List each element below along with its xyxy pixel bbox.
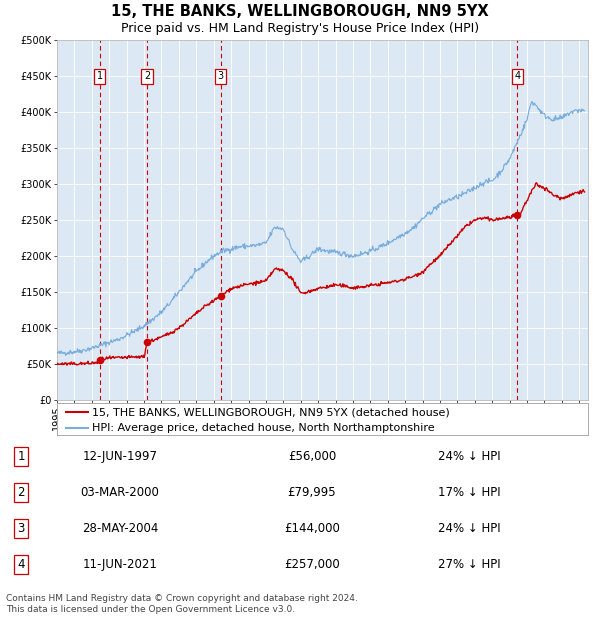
Text: £79,995: £79,995 [287,487,337,499]
Text: 3: 3 [218,71,224,81]
Text: 15, THE BANKS, WELLINGBOROUGH, NN9 5YX (detached house): 15, THE BANKS, WELLINGBOROUGH, NN9 5YX (… [92,407,449,417]
Text: 17% ↓ HPI: 17% ↓ HPI [438,487,500,499]
Text: 27% ↓ HPI: 27% ↓ HPI [438,559,500,571]
Text: £56,000: £56,000 [288,451,336,463]
Text: 11-JUN-2021: 11-JUN-2021 [83,559,157,571]
Text: 4: 4 [514,71,520,81]
Text: 12-JUN-1997: 12-JUN-1997 [83,451,157,463]
Text: £257,000: £257,000 [284,559,340,571]
Text: 1: 1 [97,71,103,81]
Text: 2: 2 [17,487,25,499]
Text: 28-MAY-2004: 28-MAY-2004 [82,523,158,535]
Text: Contains HM Land Registry data © Crown copyright and database right 2024.: Contains HM Land Registry data © Crown c… [6,593,358,603]
Text: 2: 2 [144,71,150,81]
Text: 3: 3 [17,523,25,535]
Text: 4: 4 [17,559,25,571]
Text: 1: 1 [17,451,25,463]
Text: 15, THE BANKS, WELLINGBOROUGH, NN9 5YX: 15, THE BANKS, WELLINGBOROUGH, NN9 5YX [111,4,489,19]
Text: 24% ↓ HPI: 24% ↓ HPI [438,451,500,463]
Text: £144,000: £144,000 [284,523,340,535]
Text: Price paid vs. HM Land Registry's House Price Index (HPI): Price paid vs. HM Land Registry's House … [121,22,479,35]
Text: 24% ↓ HPI: 24% ↓ HPI [438,523,500,535]
Text: This data is licensed under the Open Government Licence v3.0.: This data is licensed under the Open Gov… [6,604,295,614]
Text: 03-MAR-2000: 03-MAR-2000 [80,487,160,499]
Text: HPI: Average price, detached house, North Northamptonshire: HPI: Average price, detached house, Nort… [92,423,434,433]
